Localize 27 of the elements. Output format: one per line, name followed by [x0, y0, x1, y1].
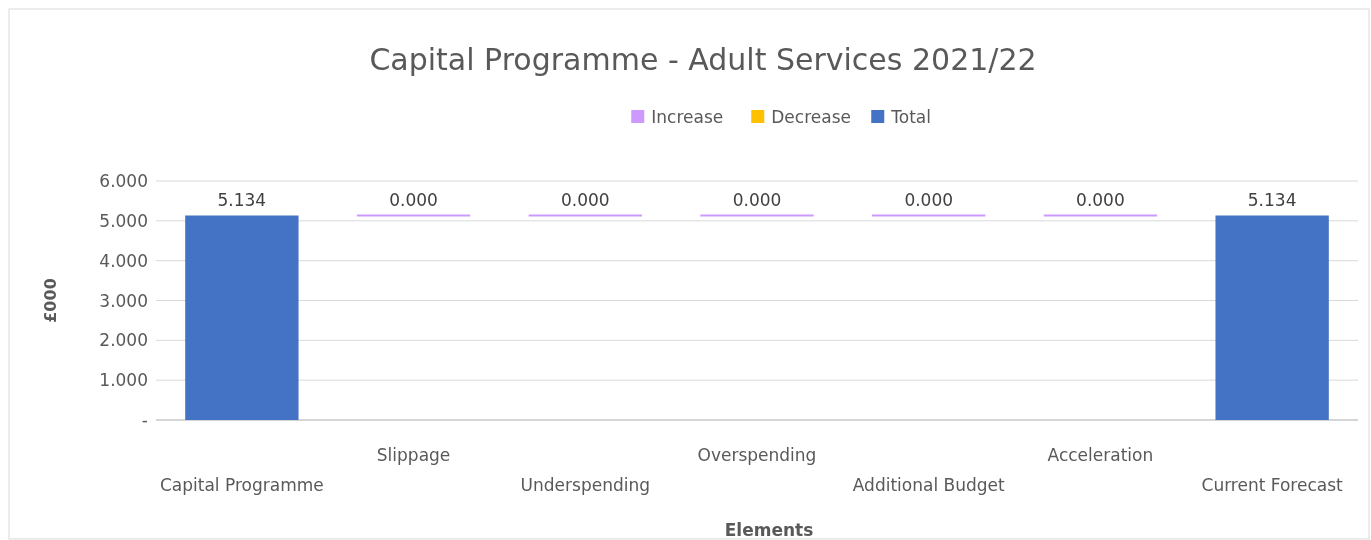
data-label: 0.000	[389, 190, 438, 211]
y-tick-label: 2.000	[99, 330, 148, 351]
chart-title: Capital Programme - Adult Services 2021/22	[369, 42, 1037, 77]
legend-label: Total	[890, 107, 931, 127]
legend-label: Decrease	[771, 107, 851, 127]
y-tick-label: 6.000	[99, 171, 148, 191]
x-tick-label: Capital Programme	[159, 475, 324, 495]
x-tick-label: Underspending	[520, 475, 650, 495]
x-tick-label: Overspending	[697, 445, 817, 465]
x-tick-label: Acceleration	[1047, 445, 1154, 465]
legend-label: Increase	[651, 107, 724, 127]
data-label: 5.134	[1247, 190, 1297, 211]
y-axis-title: £000	[41, 278, 60, 323]
data-label: 0.000	[732, 190, 782, 211]
data-label: 0.000	[904, 190, 954, 211]
data-label: 5.134	[217, 190, 267, 211]
y-tick-label: 3.000	[99, 290, 148, 311]
data-label: 0.000	[560, 190, 610, 211]
data-label: 0.000	[1076, 190, 1125, 211]
y-tick-label: -	[141, 410, 148, 430]
x-tick-label: Slippage	[376, 445, 451, 465]
x-axis-title: Elements	[724, 520, 814, 540]
x-tick-label: Current Forecast	[1201, 475, 1344, 495]
x-tick-label: Additional Budget	[852, 475, 1005, 495]
y-tick-label: 5.000	[99, 210, 148, 231]
y-tick-label: 4.000	[99, 250, 148, 271]
y-tick-label: 1.000	[99, 370, 148, 391]
